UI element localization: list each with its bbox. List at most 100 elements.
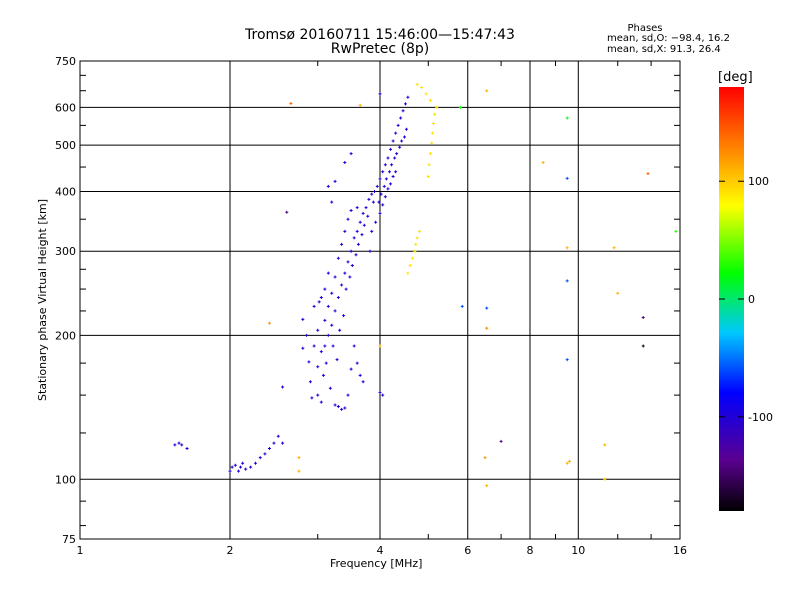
o-trace-point: [319, 350, 323, 354]
o-trace-point: [310, 396, 314, 400]
o-trace-point: [342, 314, 346, 318]
o-trace-point: [333, 179, 337, 183]
o-trace-point: [331, 344, 335, 348]
o-trace-point: [350, 264, 354, 268]
o-trace-point: [381, 170, 385, 174]
o-trace-point: [301, 317, 305, 321]
o-trace-point: [370, 229, 374, 233]
o-trace-point: [321, 373, 325, 377]
x-tick-label: 2: [227, 544, 234, 557]
scattered-point: [485, 306, 489, 310]
o-trace-point: [185, 446, 189, 450]
o-trace-point: [391, 174, 395, 178]
scattered-point: [267, 321, 271, 325]
x-tick-label: 1: [77, 544, 84, 557]
x-trace-point: [414, 242, 418, 246]
scattered-point: [285, 210, 289, 214]
o-trace-point: [323, 344, 327, 348]
colorbar-tick-label: -100: [748, 411, 773, 424]
o-trace-point: [343, 406, 347, 410]
scattered-point: [485, 484, 489, 488]
o-trace-point: [323, 287, 327, 291]
o-trace-point: [378, 92, 382, 96]
o-trace-point: [355, 206, 359, 210]
o-trace-point: [386, 187, 390, 191]
o-trace-point: [336, 404, 340, 408]
o-trace-point: [336, 256, 340, 260]
x-tick-label: 4: [377, 544, 384, 557]
scattered-point: [612, 246, 616, 250]
o-trace-point: [383, 195, 387, 199]
o-trace-point: [403, 135, 407, 139]
o-trace-point: [352, 344, 356, 348]
x-trace-point: [428, 152, 432, 156]
o-trace-point: [378, 390, 382, 394]
o-trace-point: [368, 249, 372, 253]
scattered-point: [460, 304, 464, 308]
scattered-point: [458, 105, 462, 109]
o-trace-point: [391, 139, 395, 143]
scattered-point: [485, 326, 489, 330]
scattered-point: [378, 344, 382, 348]
o-trace-point: [381, 203, 385, 207]
scattered-point: [616, 291, 620, 295]
o-trace-point: [319, 400, 323, 404]
o-trace-point: [228, 469, 232, 473]
x-trace-point: [430, 141, 434, 145]
scattered-point: [485, 89, 489, 93]
o-trace-point: [338, 328, 342, 332]
x-trace-point: [406, 271, 410, 275]
scattered-point: [567, 459, 571, 463]
x-trace-point: [413, 249, 417, 253]
o-trace-point: [396, 123, 400, 127]
x-trace-point: [424, 92, 428, 96]
y-tick-label: 400: [55, 185, 76, 198]
scattered-point: [358, 103, 362, 107]
o-trace-point: [378, 211, 382, 215]
o-trace-point: [323, 318, 327, 322]
o-trace-point: [379, 192, 383, 196]
chart-subtitle: RwPretec (8p): [330, 41, 430, 57]
x-tick-label: 16: [673, 544, 687, 557]
o-trace-point: [230, 465, 234, 469]
scattered-point: [541, 160, 545, 164]
o-trace-point: [340, 283, 344, 287]
o-trace-point: [358, 373, 362, 377]
phase-summary-title: Phases: [627, 23, 663, 34]
plot-grid: [80, 61, 680, 539]
scattered-point: [565, 176, 569, 180]
o-trace-point: [239, 465, 243, 469]
x-trace-point: [431, 122, 435, 126]
colorbar-tick-label: 0: [748, 293, 755, 306]
o-trace-point: [326, 184, 330, 188]
o-trace-point: [394, 131, 398, 135]
o-trace-point: [344, 287, 348, 291]
o-trace-point: [272, 441, 276, 445]
o-trace-point: [307, 360, 311, 364]
o-trace-point: [388, 170, 392, 174]
x-trace-point: [415, 82, 419, 86]
o-trace-point: [343, 271, 347, 275]
x-trace-point: [411, 256, 415, 260]
x-axis-label: Frequency [MHz]: [330, 557, 423, 570]
o-trace-point: [382, 184, 386, 188]
scattered-point: [603, 477, 607, 481]
o-trace-point: [349, 209, 353, 213]
o-trace-point: [308, 380, 312, 384]
x-trace-point: [431, 131, 435, 135]
scattered-point: [289, 102, 293, 106]
o-trace-point: [352, 236, 356, 240]
o-trace-point: [343, 229, 347, 233]
o-trace-point: [258, 456, 262, 460]
scattered-point: [603, 443, 607, 447]
o-trace-point: [356, 242, 360, 246]
o-trace-point: [354, 253, 358, 257]
x-trace-point: [417, 229, 421, 233]
o-trace-point: [333, 309, 337, 313]
echo-points: [173, 82, 678, 488]
o-trace-point: [355, 229, 359, 233]
axis-ticks: 1 2 4 6 8 10 16 75 100 200 300 400 500 600 750: [55, 55, 687, 557]
o-trace-point: [399, 116, 403, 120]
o-trace-point: [316, 328, 320, 332]
